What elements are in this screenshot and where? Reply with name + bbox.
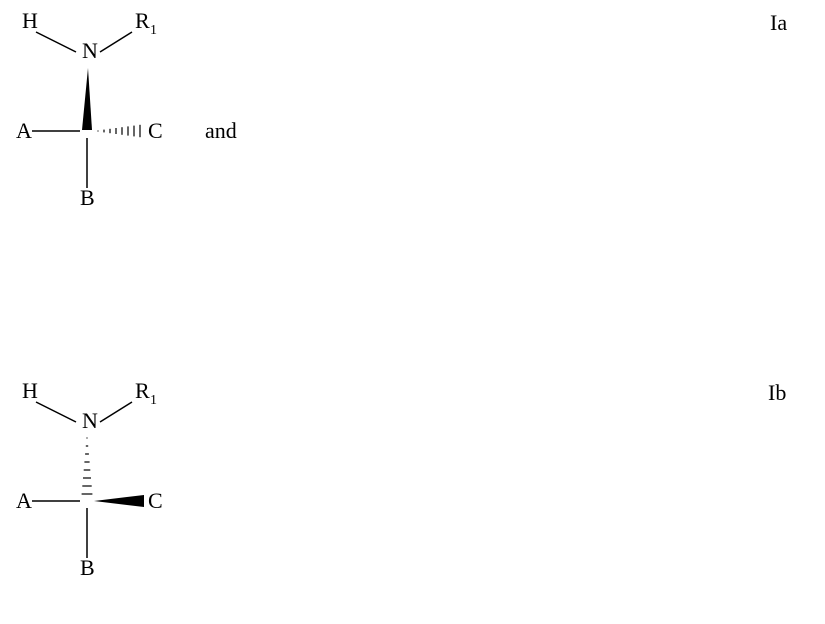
and-text: and: [205, 118, 237, 144]
label-Ib: Ib: [768, 380, 786, 406]
structure-Ia: H N R 1 A C B: [16, 8, 163, 210]
atom-R-Ia: R: [135, 8, 150, 33]
atom-R-sub-Ib: 1: [150, 393, 157, 408]
bond-center-C-wedge-Ib: [94, 495, 144, 507]
atom-N-Ia: N: [82, 38, 98, 63]
atom-B-Ia: B: [80, 185, 95, 210]
atom-C-Ia: C: [148, 118, 163, 143]
bond-H-N-Ib: [36, 402, 76, 422]
atom-H-Ia: H: [22, 8, 38, 33]
chemical-diagram-svg: H N R 1 A C B H N R 1 A: [0, 0, 825, 624]
bond-H-N-Ia: [36, 32, 76, 52]
atom-R-sub-Ia: 1: [150, 23, 157, 38]
atom-H-Ib: H: [22, 378, 38, 403]
bond-N-R1-Ib: [100, 402, 132, 422]
bond-N-center-hash-Ib: [82, 438, 93, 494]
atom-A-Ib: A: [16, 488, 32, 513]
atom-A-Ia: A: [16, 118, 32, 143]
bond-center-C-hash-Ia: [98, 125, 140, 137]
atom-N-Ib: N: [82, 408, 98, 433]
atom-C-Ib: C: [148, 488, 163, 513]
atom-R-Ib: R: [135, 378, 150, 403]
label-Ia: Ia: [770, 10, 787, 36]
bond-N-R1-Ia: [100, 32, 132, 52]
structure-Ib: H N R 1 A C B: [16, 378, 163, 580]
atom-B-Ib: B: [80, 555, 95, 580]
bond-N-center-wedge-Ia: [82, 68, 92, 130]
